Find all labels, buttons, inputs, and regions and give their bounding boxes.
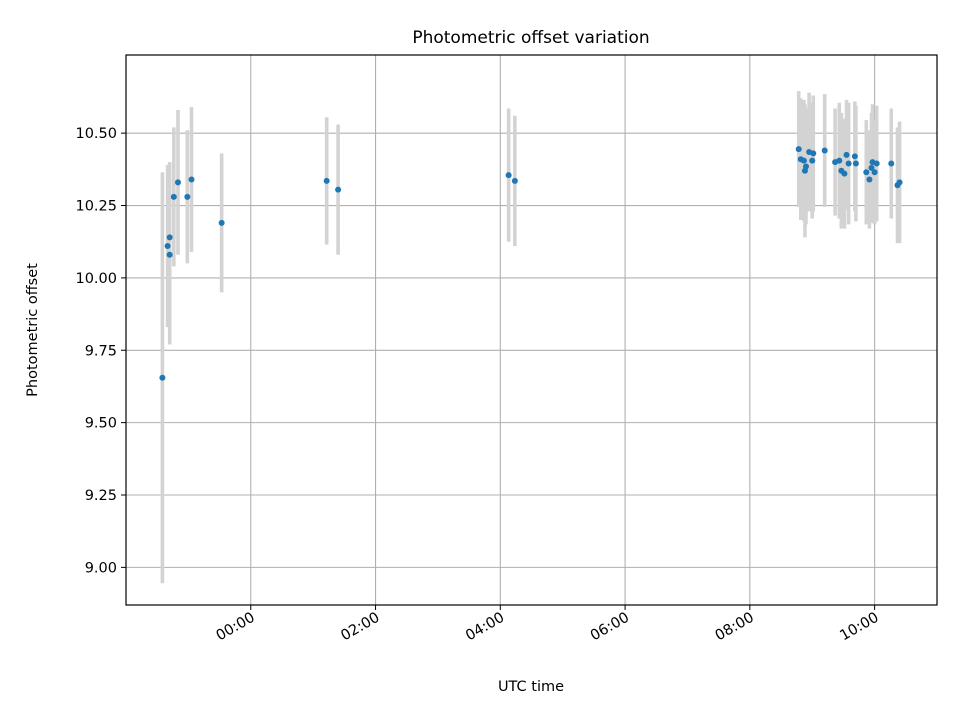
data-point <box>852 160 859 167</box>
data-point <box>843 151 850 158</box>
data-point <box>164 243 171 250</box>
data-point <box>810 150 817 157</box>
data-point <box>836 157 843 164</box>
data-point <box>323 177 330 184</box>
y-axis-title: Photometric offset <box>25 263 41 397</box>
data-point <box>896 179 903 186</box>
data-point <box>868 164 875 171</box>
data-point <box>809 157 816 164</box>
data-point <box>795 146 802 153</box>
data-point <box>800 157 807 164</box>
data-point <box>866 176 873 183</box>
y-tick-label: 9.00 <box>85 560 117 576</box>
data-point <box>188 176 195 183</box>
data-point <box>505 172 512 179</box>
data-point <box>166 234 173 241</box>
y-tick-label: 9.25 <box>85 488 117 504</box>
y-tick-label: 9.50 <box>85 416 117 432</box>
data-point <box>335 186 342 193</box>
data-point <box>845 160 852 167</box>
data-point <box>511 177 518 184</box>
data-point <box>218 219 225 226</box>
data-point <box>159 374 166 381</box>
data-point <box>888 160 895 167</box>
data-point <box>871 169 878 176</box>
y-tick-label: 9.75 <box>85 343 117 359</box>
grid-layer <box>126 55 937 605</box>
plot-frame <box>125 54 938 606</box>
data-point <box>873 160 880 167</box>
data-point <box>166 251 173 258</box>
x-axis-title: UTC time <box>498 679 564 695</box>
data-point <box>170 193 177 200</box>
chart-title: Photometric offset variation <box>412 28 649 48</box>
y-tick-label: 10.25 <box>75 199 117 215</box>
data-point <box>851 153 858 160</box>
y-tick-label: 10.00 <box>75 271 117 287</box>
data-point <box>174 179 181 186</box>
data-point <box>821 147 828 154</box>
y-axis-ticks: 9.00 9.25 9.50 9.75 10.00 10.25 10.50 <box>75 126 126 576</box>
y-tick-label: 10.50 <box>75 126 117 142</box>
point-layer <box>159 146 903 381</box>
data-point <box>802 163 809 170</box>
data-point <box>841 170 848 177</box>
data-point <box>184 193 191 200</box>
data-point <box>863 169 870 176</box>
